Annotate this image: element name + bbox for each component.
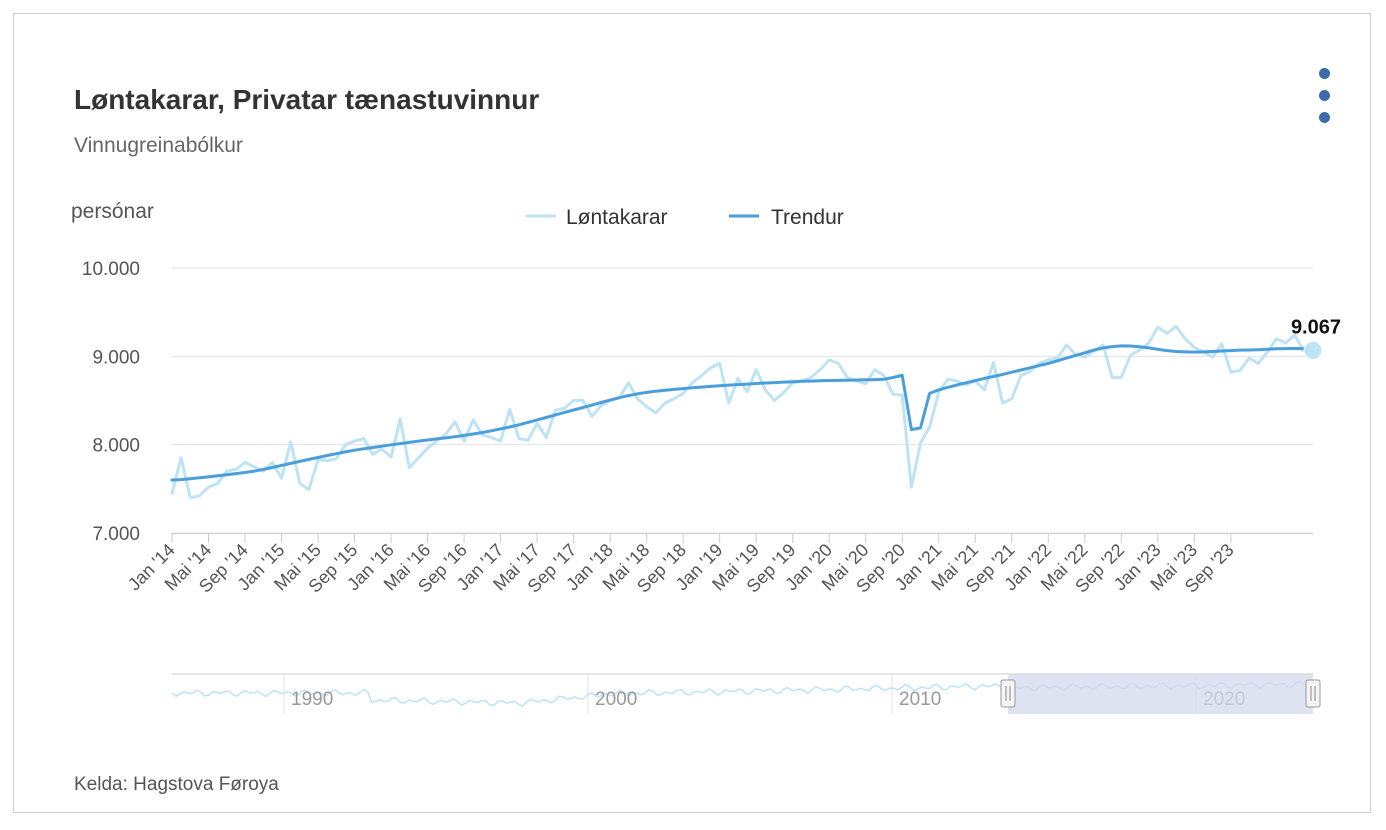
legend-item-trendur[interactable]: Trendur bbox=[729, 206, 844, 229]
last-value-label: 9.067 bbox=[1291, 316, 1341, 338]
y-axis-label: persónar bbox=[71, 200, 154, 223]
gridlines bbox=[172, 267, 1313, 534]
y-axis: 7.000 8.000 9.000 10.000 bbox=[82, 259, 140, 545]
y-tick-label: 7.000 bbox=[92, 524, 140, 545]
menu-dot-icon bbox=[1318, 90, 1330, 101]
legend-label: Løntakarar bbox=[566, 206, 668, 229]
navigator-selection[interactable] bbox=[1008, 674, 1313, 714]
handle-box bbox=[1305, 679, 1321, 708]
navigator-label: 1990 bbox=[291, 689, 333, 710]
chart-title: Løntakarar, Privatar tænastuvinnur bbox=[74, 84, 540, 115]
y-tick-label: 8.000 bbox=[92, 436, 140, 457]
menu-dot-icon bbox=[1318, 68, 1330, 79]
navigator-label: 2010 bbox=[899, 689, 941, 710]
source-credit: Kelda: Hagstova Føroya bbox=[74, 774, 279, 795]
legend-label: Trendur bbox=[771, 206, 844, 229]
y-tick-label: 10.000 bbox=[82, 259, 140, 280]
plot-area: 9.067 bbox=[170, 316, 1341, 500]
legend-item-lontakarar[interactable]: Løntakarar bbox=[526, 206, 668, 229]
menu-dot-icon bbox=[1318, 112, 1330, 123]
navigator[interactable]: 1990200020102020 bbox=[171, 673, 1321, 714]
navigator-label: 2000 bbox=[595, 689, 637, 710]
legend[interactable]: Løntakarar Trendur bbox=[526, 206, 844, 229]
navigator-handle-right[interactable] bbox=[1305, 679, 1321, 708]
series-line-trendur[interactable] bbox=[170, 344, 1315, 482]
series-line-lontakarar[interactable] bbox=[170, 324, 1315, 500]
y-tick-label: 9.000 bbox=[92, 347, 140, 368]
last-point-marker[interactable] bbox=[1303, 340, 1323, 360]
kebab-menu-icon[interactable] bbox=[1312, 68, 1336, 130]
navigator-handle-left[interactable] bbox=[1000, 679, 1016, 708]
chart-subtitle: Vinnugreinabólkur bbox=[74, 134, 243, 157]
handle-box bbox=[1000, 679, 1016, 708]
